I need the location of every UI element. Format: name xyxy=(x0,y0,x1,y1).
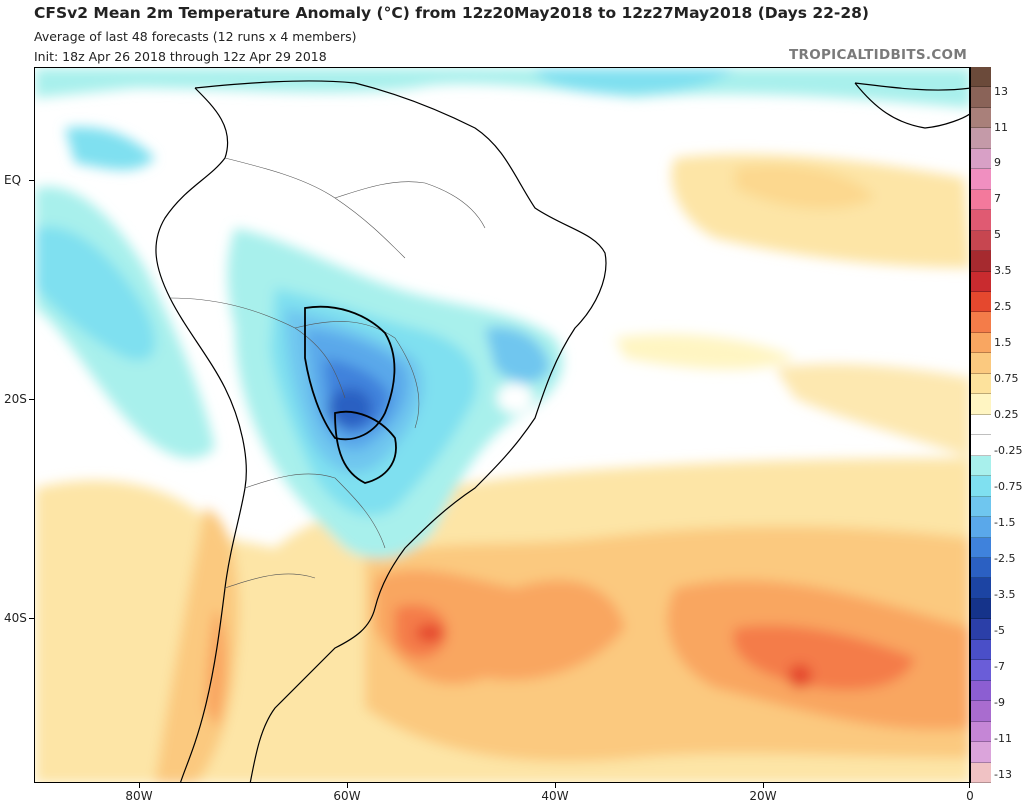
anomaly-shading xyxy=(35,68,969,782)
lon-tick xyxy=(969,783,970,788)
colorbar-swatch xyxy=(971,701,991,722)
lon-tick xyxy=(763,783,764,788)
colorbar-swatch xyxy=(971,332,991,354)
map-panel xyxy=(34,67,970,783)
colorbar-swatch xyxy=(971,292,991,313)
colorbar-swatch xyxy=(971,721,991,743)
colorbar-swatch xyxy=(971,537,991,558)
colorbar-label: -0.75 xyxy=(994,480,1023,494)
colorbar-label: -7 xyxy=(994,659,1005,673)
brand-watermark: TROPICALTIDBITS.COM xyxy=(789,47,968,63)
lat-tick xyxy=(29,180,34,181)
colorbar-label: 3.5 xyxy=(994,264,1012,278)
colorbar-label: -5 xyxy=(994,623,1005,637)
colorbar-swatch xyxy=(971,660,991,681)
colorbar-swatch xyxy=(971,578,991,599)
colorbar-label: 9 xyxy=(994,156,1001,170)
colorbar-swatch xyxy=(971,230,991,252)
colorbar-label: -9 xyxy=(994,695,1005,709)
lon-label-0: 0 xyxy=(966,789,974,803)
lon-tick xyxy=(347,783,348,788)
init-time-label: Init: 18z Apr 26 2018 through 12z Apr 29… xyxy=(34,49,327,64)
colorbar-swatch xyxy=(971,373,991,395)
colorbar-swatch xyxy=(971,742,991,763)
colorbar-swatch xyxy=(971,210,991,231)
colorbar-swatch xyxy=(971,557,991,579)
country-borders xyxy=(169,157,486,589)
colorbar-label: -11 xyxy=(994,731,1012,745)
colorbar-label: 0.75 xyxy=(994,372,1019,386)
lat-tick xyxy=(29,618,34,619)
colorbar-label: 11 xyxy=(994,120,1008,134)
lat-tick xyxy=(29,399,34,400)
colorbar-swatch xyxy=(971,67,991,88)
colorbar-label: -0.25 xyxy=(994,444,1023,458)
colorbar-label: -3.5 xyxy=(994,588,1016,601)
colorbar-swatch xyxy=(971,148,991,170)
colorbar-swatch xyxy=(971,107,991,129)
colorbar-swatch xyxy=(971,312,991,333)
state-highlight xyxy=(304,305,397,484)
lon-label-60w: 60W xyxy=(333,789,361,803)
colorbar-label: 0.25 xyxy=(994,408,1019,422)
colorbar-swatch xyxy=(971,762,991,783)
lat-label-20s: 20S xyxy=(4,392,27,406)
lon-tick xyxy=(555,783,556,788)
colorbar-swatch xyxy=(971,128,991,149)
chart-title: CFSv2 Mean 2m Temperature Anomaly (°C) f… xyxy=(34,4,870,22)
colorbar-swatch xyxy=(971,271,991,293)
colorbar-swatch xyxy=(971,639,991,661)
lon-label-40w: 40W xyxy=(541,789,569,803)
colorbar-label: 5 xyxy=(994,228,1001,242)
colorbar-swatch xyxy=(971,169,991,190)
colorbar-label: -13 xyxy=(994,767,1012,781)
colorbar-swatch xyxy=(971,496,991,518)
lon-label-80w: 80W xyxy=(125,789,153,803)
colorbar-swatch xyxy=(971,353,991,374)
colorbar-swatch xyxy=(971,435,991,456)
chart-subtitle: Average of last 48 forecasts (12 runs x … xyxy=(34,29,357,44)
colorbar-label: -2.5 xyxy=(994,552,1016,566)
colorbar-swatch xyxy=(971,619,991,640)
colorbar-swatch xyxy=(971,598,991,620)
lat-label-40s: 40S xyxy=(4,611,27,625)
lon-label-20w: 20W xyxy=(749,789,777,803)
colorbar-swatch xyxy=(971,189,991,211)
colorbar-swatch xyxy=(971,414,991,436)
colorbar-swatch xyxy=(971,87,991,108)
colorbar-swatch xyxy=(971,394,991,415)
coastlines xyxy=(155,80,969,782)
colorbar-swatch xyxy=(971,680,991,702)
lat-label-eq: EQ xyxy=(4,173,22,187)
lon-tick xyxy=(139,783,140,788)
colorbar-label: 1.5 xyxy=(994,336,1012,350)
colorbar-legend xyxy=(970,67,991,783)
colorbar-label: 2.5 xyxy=(994,300,1012,314)
anomaly-map xyxy=(35,68,969,782)
colorbar-swatch xyxy=(971,455,991,477)
colorbar-label: 13 xyxy=(994,84,1008,98)
colorbar-swatch xyxy=(971,476,991,497)
colorbar-swatch xyxy=(971,251,991,272)
colorbar-label: 7 xyxy=(994,192,1001,206)
colorbar-swatch xyxy=(971,517,991,538)
colorbar-label: -1.5 xyxy=(994,516,1016,530)
